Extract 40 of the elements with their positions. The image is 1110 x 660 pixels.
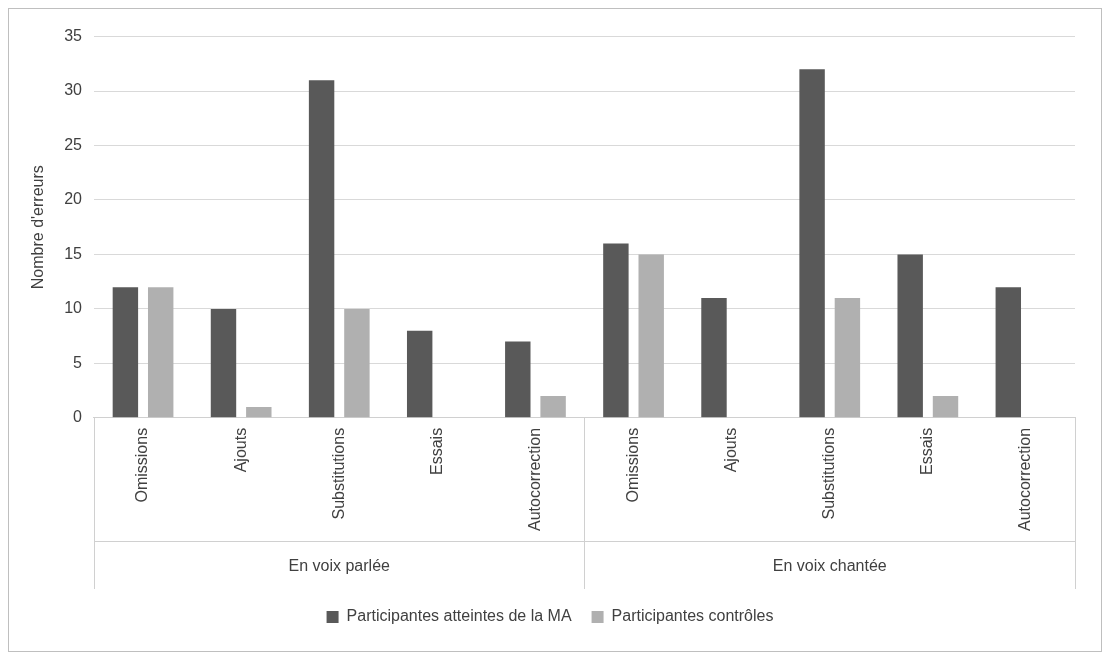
- text: En voix parlée: [288, 557, 391, 575]
- bar: [540, 396, 566, 418]
- x-tick-label: Substitutions: [329, 427, 347, 520]
- x-tick-label: Autocorrection: [1016, 427, 1034, 532]
- x-tick-label: Omissions: [623, 427, 641, 503]
- bar: [406, 330, 433, 418]
- x-tick-label: Omissions: [133, 427, 151, 503]
- bar: [799, 69, 825, 418]
- bar: [701, 298, 727, 418]
- y-tick-label: 25: [64, 135, 83, 153]
- legend-label: Participantes atteintes de la MA: [346, 607, 572, 625]
- bar: [995, 287, 1022, 418]
- bar: [897, 254, 923, 418]
- text: En voix chantée: [772, 557, 887, 575]
- bar: [246, 406, 272, 418]
- y-tick-label: 35: [64, 27, 83, 45]
- x-tick-label: Ajouts: [231, 427, 249, 473]
- y-tick-label: 10: [64, 299, 83, 317]
- bar: [308, 80, 335, 418]
- bar: [932, 396, 959, 418]
- x-tick-label: Ajouts: [722, 427, 740, 473]
- x-tick-label: Autocorrection: [525, 427, 543, 532]
- legend-label: Participantes contrôles: [611, 607, 774, 625]
- y-tick-label: 30: [64, 81, 83, 99]
- y-tick-label: 0: [73, 408, 83, 426]
- bar: [834, 298, 861, 418]
- x-tick-label: Essais: [427, 427, 445, 475]
- y-tick-label: 15: [64, 244, 83, 262]
- x-tick-label: Essais: [918, 427, 936, 475]
- x-tick-label: Substitutions: [820, 427, 838, 520]
- bar: [210, 308, 237, 418]
- y-tick-label: 5: [73, 353, 83, 371]
- bar: [638, 254, 664, 418]
- y-axis-title: Nombre d'erreurs: [29, 165, 47, 290]
- bar: [147, 287, 174, 418]
- bar: [112, 287, 139, 418]
- y-tick-label: 20: [64, 190, 83, 208]
- bar: [344, 308, 370, 418]
- bar: [603, 243, 629, 418]
- bar: [505, 341, 531, 418]
